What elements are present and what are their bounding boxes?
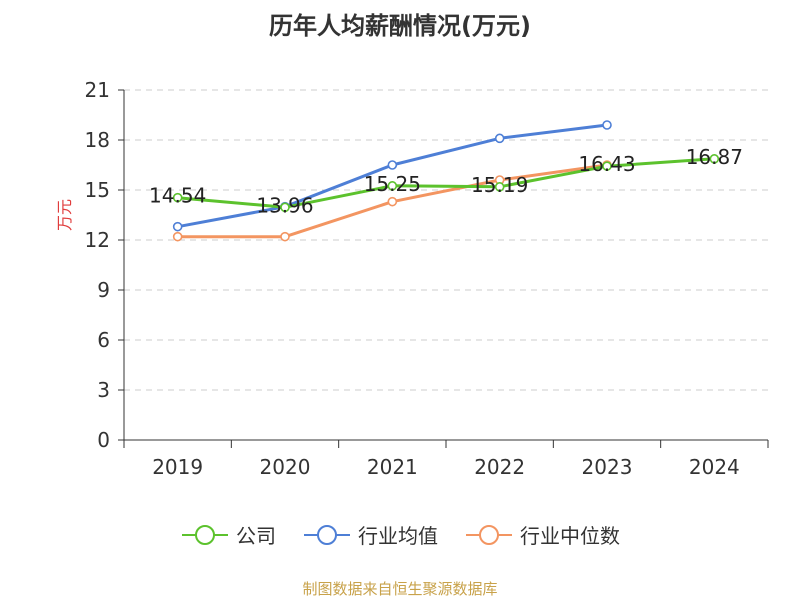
legend-marker-company (182, 524, 228, 545)
data-point-s0-2023 (602, 161, 612, 171)
y-tick-label-3: 3 (97, 378, 110, 402)
data-label-2021: 15.25 (364, 172, 421, 196)
data-point-s0-2020 (280, 202, 290, 213)
y-tick-label-6: 6 (97, 328, 110, 352)
data-point-s2-2021 (387, 196, 398, 207)
y-tick-label-12: 12 (85, 228, 110, 252)
y-axis-label: 万元 (55, 199, 74, 231)
x-tick-label-2022: 2022 (474, 455, 525, 479)
data-point-s0-2021 (387, 181, 398, 191)
series-line-0 (177, 157, 715, 209)
y-tick-label-18: 18 (85, 128, 110, 152)
legend-label-industry-median: 行业中位数 (520, 524, 620, 548)
legend-item-industry-average[interactable]: 行业均值 (302, 520, 438, 549)
x-tick-label-2020: 2020 (260, 455, 311, 479)
chart-title: 历年人均薪酬情况(万元) (269, 12, 531, 40)
y-tick-label-21: 21 (85, 78, 110, 102)
legend-item-industry-median[interactable]: 行业中位数 (464, 520, 620, 549)
data-point-s0-2022 (494, 182, 505, 192)
y-tick-label-0: 0 (97, 428, 110, 452)
data-point-s1-2022 (494, 133, 505, 144)
legend: 公司 行业均值 行业中位数 (0, 520, 800, 549)
y-tick-label-9: 9 (97, 278, 110, 302)
data-point-s1-2019 (172, 221, 183, 232)
legend-label-industry-average: 行业均值 (358, 524, 438, 548)
legend-marker-industry-average (304, 524, 350, 545)
data-label-2020: 13.96 (256, 193, 313, 217)
legend-item-company[interactable]: 公司 (180, 520, 276, 549)
source-footer: 制图数据来自恒生聚源数据库 (302, 580, 498, 598)
data-point-s1-2021 (387, 160, 398, 170)
data-point-s0-2024 (709, 154, 720, 164)
data-point-s2-2019 (172, 231, 183, 242)
data-label-2023: 16.43 (578, 152, 635, 176)
data-point-s1-2023 (602, 120, 612, 130)
data-point-s0-2019 (172, 192, 183, 203)
x-tick-label-2021: 2021 (367, 455, 418, 479)
legend-marker-industry-median (466, 524, 512, 545)
y-tick-label-15: 15 (85, 178, 110, 202)
data-label-2022: 15.19 (471, 173, 528, 197)
data-label-2024: 16.87 (686, 145, 743, 169)
x-tick-label-2023: 2023 (582, 455, 633, 479)
x-tick-label-2019: 2019 (152, 455, 203, 479)
x-tick-label-2024: 2024 (689, 455, 740, 479)
data-point-s2-2020 (280, 231, 290, 242)
legend-label-company: 公司 (236, 524, 276, 548)
data-label-2019: 14.54 (149, 184, 206, 208)
